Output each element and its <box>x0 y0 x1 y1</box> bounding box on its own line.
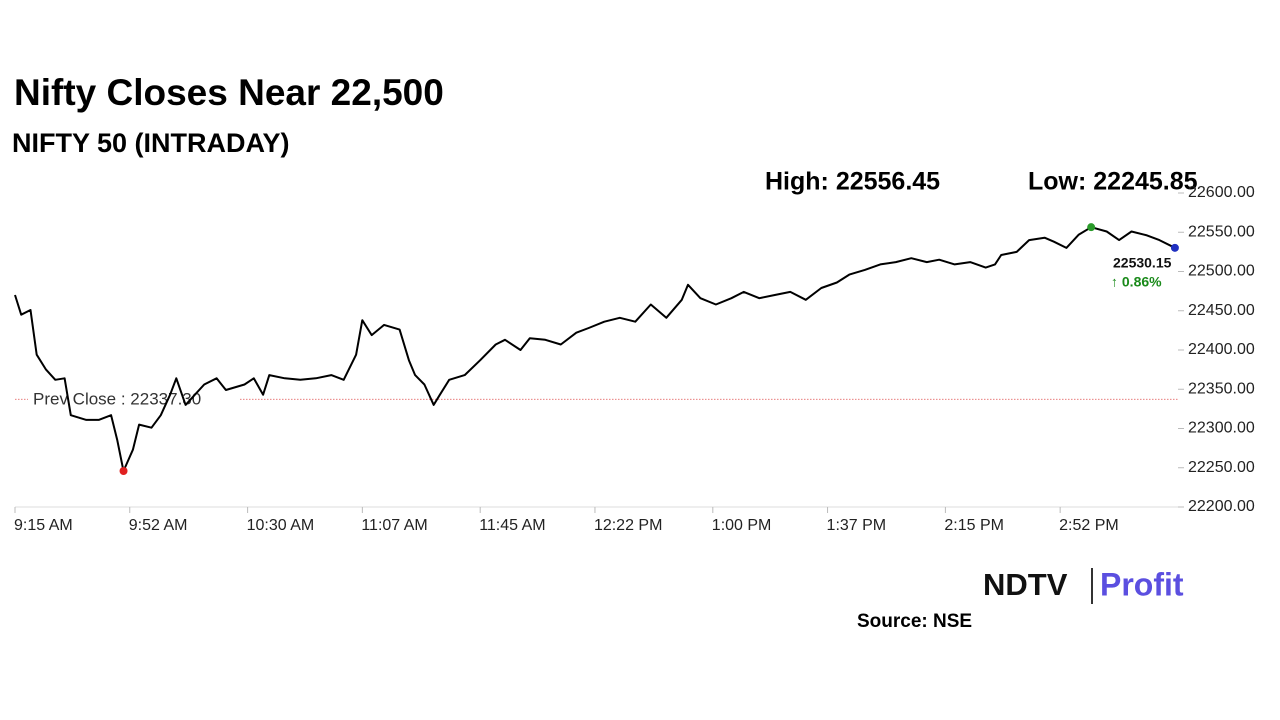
y-tick-label: 22400.00 <box>1188 341 1255 358</box>
chart-title: Nifty Closes Near 22,500 <box>14 72 444 113</box>
y-tick-label: 22200.00 <box>1188 498 1255 515</box>
x-tick-label: 9:52 AM <box>129 517 188 534</box>
y-tick-label: 22450.00 <box>1188 302 1255 319</box>
low-label: Low: 22245.85 <box>1028 168 1198 196</box>
y-tick-label: 22550.00 <box>1188 223 1255 240</box>
last-value: 22530.15 <box>1113 255 1172 271</box>
x-tick-label: 1:00 PM <box>712 517 772 534</box>
high-label: High: 22556.45 <box>765 168 940 196</box>
y-tick-label: 22300.00 <box>1188 420 1255 437</box>
x-tick-label: 2:52 PM <box>1059 517 1119 534</box>
logo-left: NDTV <box>983 567 1068 602</box>
y-tick-label: 22250.00 <box>1188 459 1255 476</box>
x-tick-label: 2:15 PM <box>944 517 1004 534</box>
x-tick-label: 10:30 AM <box>247 517 315 534</box>
logo-right: Profit <box>1100 566 1184 602</box>
x-tick-label: 11:07 AM <box>361 517 427 534</box>
low-marker <box>119 467 128 476</box>
prev-close-label: Prev Close : 22337.30 <box>33 390 201 409</box>
x-tick-label: 1:37 PM <box>827 517 887 534</box>
source: Source: NSE <box>857 611 972 632</box>
change: ↑ 0.86% <box>1111 274 1162 290</box>
x-tick-label: 9:15 AM <box>14 517 73 534</box>
price-line <box>14 226 1176 472</box>
logo: NDTV Profit <box>983 566 1184 604</box>
y-tick-label: 22350.00 <box>1188 380 1255 397</box>
y-tick-label: 22600.00 <box>1188 184 1255 201</box>
last-marker <box>1170 243 1179 252</box>
x-tick-label: 11:45 AM <box>479 517 545 534</box>
high-marker <box>1087 223 1096 232</box>
x-tick-label: 12:22 PM <box>594 517 662 534</box>
y-tick-label: 22500.00 <box>1188 263 1255 280</box>
chart-subtitle: NIFTY 50 (INTRADAY) <box>12 128 290 158</box>
